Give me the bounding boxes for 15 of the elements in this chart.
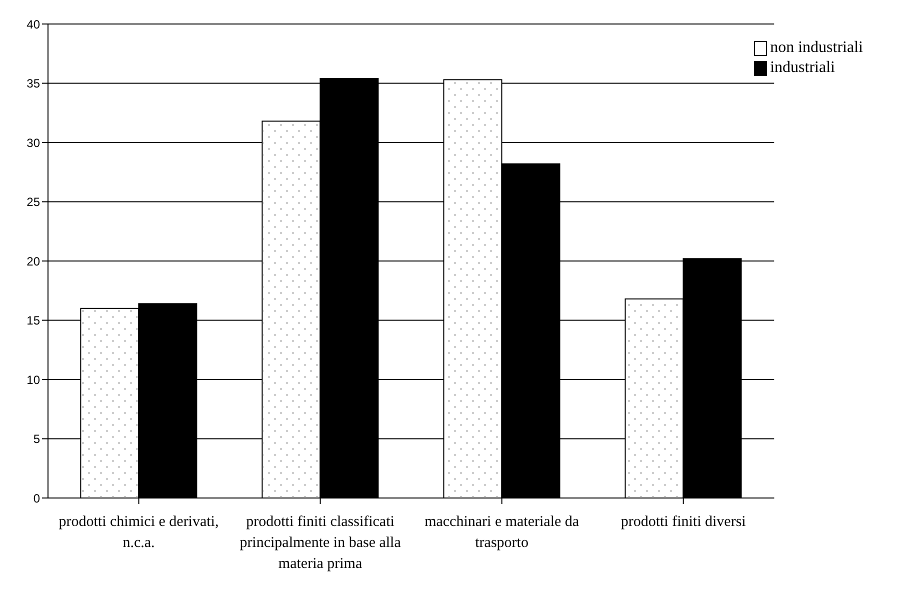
y-tick-label: 20	[26, 254, 40, 268]
y-tick-label: 35	[26, 76, 40, 91]
y-tick-label: 25	[26, 195, 40, 210]
legend-label: non industriali	[770, 38, 863, 58]
y-tick-label: 30	[26, 136, 40, 150]
x-tick-label: prodotti finiti classificati principalmente in base alla materia prima	[240, 514, 402, 572]
y-tick-label: 40	[26, 17, 40, 32]
legend-label: industriali	[770, 58, 835, 78]
y-tick-label: 15	[26, 314, 40, 328]
y-tick-label: 10	[26, 372, 40, 387]
y-tick-label: 5	[33, 432, 40, 446]
x-tick-label: prodotti finiti diversi	[620, 514, 746, 530]
x-tick-label: macchinari e materiale da trasporto	[424, 514, 580, 551]
y-tick-label: 0	[33, 491, 40, 506]
x-tick-label: prodotti chimici e derivati, n.c.a.	[58, 514, 219, 551]
